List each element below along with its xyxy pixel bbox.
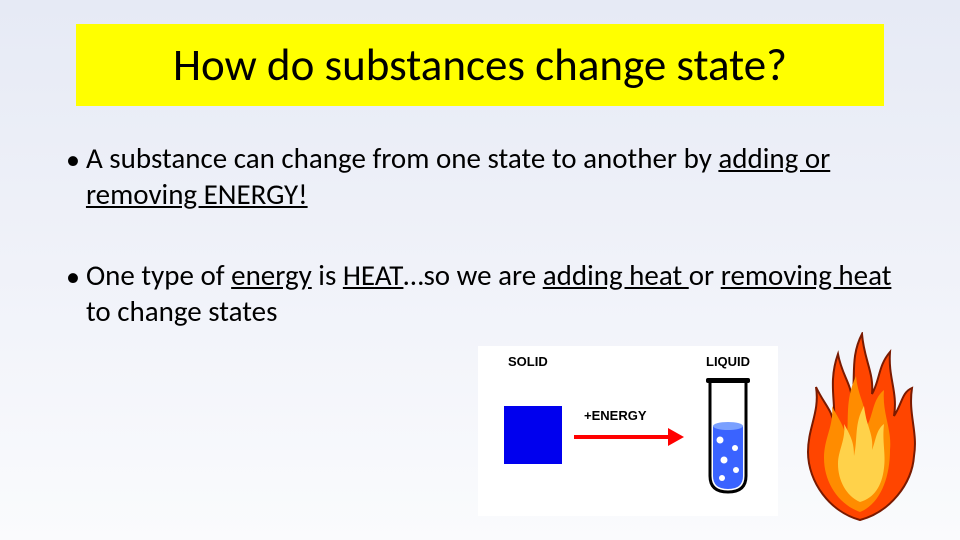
diagram-area: SOLID LIQUID +ENERGY <box>478 332 938 522</box>
solid-label: SOLID <box>508 354 548 369</box>
solid-liquid-diagram: SOLID LIQUID +ENERGY <box>478 346 778 516</box>
bullet-mark: • <box>66 142 80 213</box>
bullet-1-prefix: A substance can change from one state to… <box>86 140 718 176</box>
bullet-2: • One type of energy is HEAT…so we are a… <box>66 257 896 330</box>
title-box: How do substances change state? <box>76 24 884 106</box>
bullet-mark: • <box>66 259 80 330</box>
liquid-label: LIQUID <box>706 354 750 369</box>
bullet-1: • A substance can change from one state … <box>66 140 896 213</box>
slide-title: How do substances change state? <box>173 38 787 93</box>
bullet-2-text: One type of energy is HEAT…so we are add… <box>86 257 896 330</box>
energy-label: +ENERGY <box>584 408 647 423</box>
test-tube-icon <box>706 376 750 496</box>
flame-icon <box>790 332 930 522</box>
solid-square-icon <box>504 406 562 464</box>
energy-arrow-icon <box>574 428 684 446</box>
bullet-1-text: A substance can change from one state to… <box>86 140 896 213</box>
